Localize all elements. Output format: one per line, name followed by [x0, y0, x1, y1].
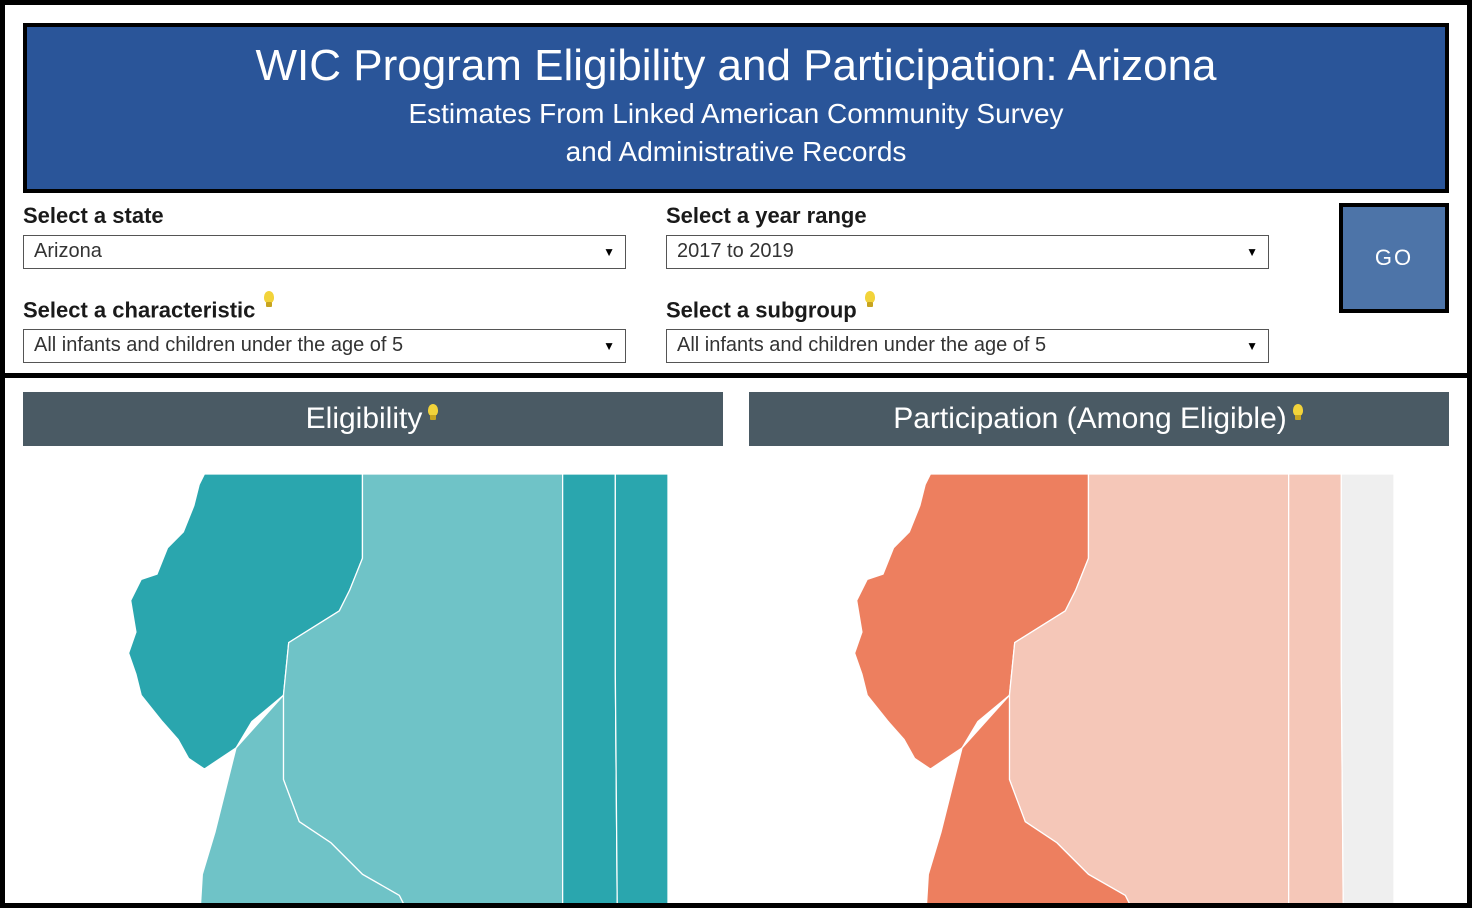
subgroup-label: Select a subgroup	[666, 291, 1269, 323]
year-label: Select a year range	[666, 203, 1269, 229]
county-apache[interactable]	[615, 474, 668, 908]
characteristic-field: Select a characteristic All infants and …	[23, 291, 626, 363]
chevron-down-icon: ▼	[1246, 339, 1258, 353]
page-header: WIC Program Eligibility and Participatio…	[23, 23, 1449, 193]
eligibility-panel: Eligibility	[23, 392, 723, 908]
divider	[5, 373, 1467, 378]
state-select[interactable]: Arizona ▼	[23, 235, 626, 269]
chevron-down-icon: ▼	[1246, 245, 1258, 259]
chevron-down-icon: ▼	[603, 245, 615, 259]
chevron-down-icon: ▼	[603, 339, 615, 353]
eligibility-map	[23, 474, 723, 908]
go-button[interactable]: GO	[1339, 203, 1449, 313]
characteristic-select-value: All infants and children under the age o…	[34, 334, 403, 357]
participation-map	[749, 474, 1449, 908]
characteristic-label: Select a characteristic	[23, 291, 626, 323]
year-select-value: 2017 to 2019	[677, 240, 794, 263]
year-select[interactable]: 2017 to 2019 ▼	[666, 235, 1269, 269]
characteristic-select[interactable]: All infants and children under the age o…	[23, 329, 626, 363]
page-subtitle: Estimates From Linked American Community…	[37, 95, 1435, 171]
eligibility-title: Eligibility	[23, 392, 723, 446]
go-button-wrap: GO	[1339, 203, 1449, 363]
arizona-map-svg	[804, 474, 1394, 908]
lightbulb-icon[interactable]	[262, 291, 276, 309]
state-select-value: Arizona	[34, 240, 102, 263]
year-field: Select a year range 2017 to 2019 ▼	[666, 203, 1269, 269]
lightbulb-icon[interactable]	[1291, 404, 1305, 422]
arizona-map-svg	[78, 474, 668, 908]
county-navajo[interactable]	[563, 474, 618, 908]
county-apache[interactable]	[1341, 474, 1394, 908]
subgroup-select-value: All infants and children under the age o…	[677, 334, 1046, 357]
lightbulb-icon[interactable]	[863, 291, 877, 309]
subgroup-field: Select a subgroup All infants and childr…	[666, 291, 1269, 363]
participation-title: Participation (Among Eligible)	[749, 392, 1449, 446]
county-navajo[interactable]	[1289, 474, 1344, 908]
participation-panel: Participation (Among Eligible)	[749, 392, 1449, 908]
state-field: Select a state Arizona ▼	[23, 203, 626, 269]
controls-grid: Select a state Arizona ▼ Select a year r…	[23, 203, 1449, 363]
panels-row: Eligibility Particip	[23, 392, 1449, 908]
state-label: Select a state	[23, 203, 626, 229]
lightbulb-icon[interactable]	[426, 404, 440, 422]
page-title: WIC Program Eligibility and Participatio…	[37, 41, 1435, 91]
subgroup-select[interactable]: All infants and children under the age o…	[666, 329, 1269, 363]
